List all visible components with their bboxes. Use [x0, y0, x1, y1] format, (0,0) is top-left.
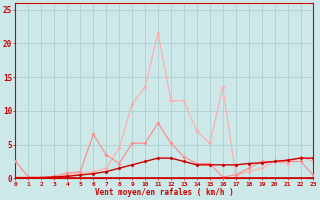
X-axis label: Vent moyen/en rafales ( km/h ): Vent moyen/en rafales ( km/h ): [95, 188, 234, 197]
